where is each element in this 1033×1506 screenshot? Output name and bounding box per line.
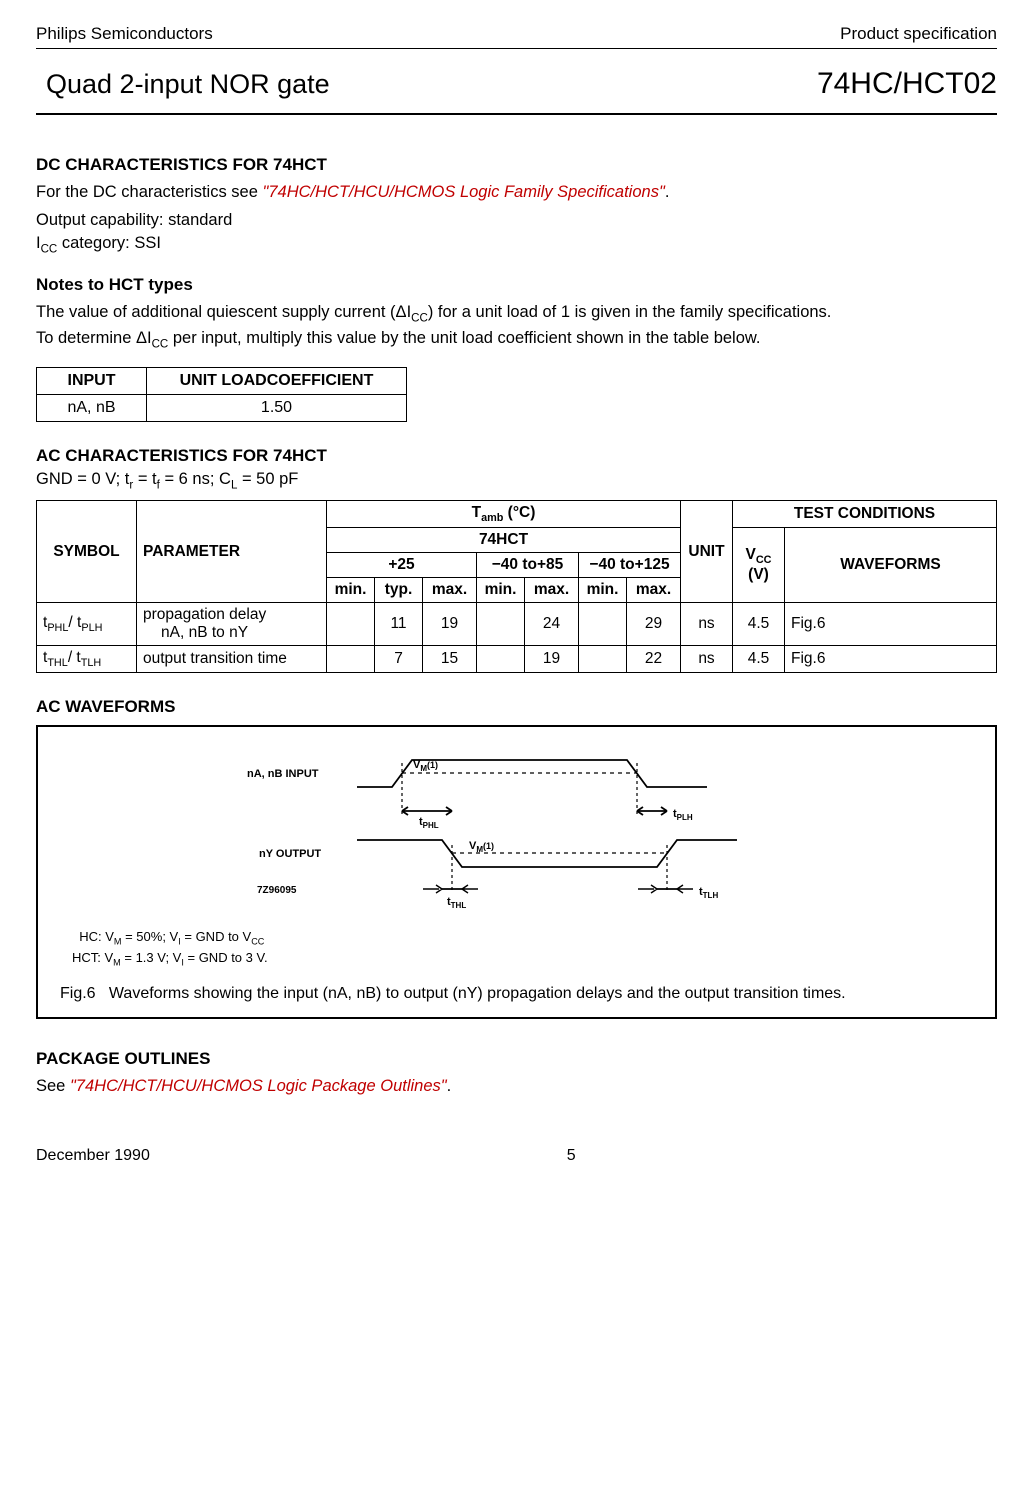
r2-max25: 15 <box>423 646 477 673</box>
r2-symbol: tTHL/ tTLH <box>37 646 137 673</box>
dc-line2: Output capability: standard <box>36 209 997 231</box>
r1-max125: 29 <box>627 603 681 646</box>
page-footer: December 1990 5 <box>36 1147 997 1165</box>
coeff-h2: UNIT LOADCOEFFICIENT <box>147 368 407 395</box>
r1-wave: Fig.6 <box>785 603 997 646</box>
svg-text:VM(1): VM(1) <box>413 759 438 773</box>
col-max2: max. <box>525 578 579 603</box>
col-waveforms: WAVEFORMS <box>785 528 997 603</box>
coeff-c1: nA, nB <box>37 395 147 422</box>
table-row: tPHL/ tPLH propagation delaynA, nB to nY… <box>37 603 997 646</box>
col-family: 74HCT <box>327 528 681 553</box>
notes-heading: Notes to HCT types <box>36 275 997 295</box>
waveforms-heading: AC WAVEFORMS <box>36 697 997 717</box>
r1-max25: 19 <box>423 603 477 646</box>
col-25: +25 <box>327 553 477 578</box>
package-heading: PACKAGE OUTLINES <box>36 1049 997 1069</box>
ac-characteristics-table: SYMBOL PARAMETER Tamb (°C) UNIT TEST CON… <box>36 500 997 673</box>
r2-wave: Fig.6 <box>785 646 997 673</box>
wave-notes: HC: VM = 50%; VI = GND to VCC HCT: VM = … <box>72 928 973 969</box>
r2-typ: 7 <box>375 646 423 673</box>
col-min2: min. <box>477 578 525 603</box>
col-symbol: SYMBOL <box>37 501 137 603</box>
col-vcc: VCC(V) <box>733 528 785 603</box>
svg-text:tPHL: tPHL <box>419 816 439 830</box>
notes-para: The value of additional quiescent supply… <box>36 301 997 353</box>
dc-heading: DC CHARACTERISTICS FOR 74HCT <box>36 155 997 175</box>
svg-text:tTLH: tTLH <box>699 886 718 900</box>
package-outlines-link: "74HC/HCT/HCU/HCMOS Logic Package Outlin… <box>70 1077 447 1095</box>
r2-max125: 22 <box>627 646 681 673</box>
r2-vcc: 4.5 <box>733 646 785 673</box>
part-number: 74HC/HCT02 <box>817 67 997 101</box>
footer-date: December 1990 <box>36 1147 150 1165</box>
ac-conditions: GND = 0 V; tr = tf = 6 ns; CL = 50 pF <box>36 468 997 494</box>
r2-unit: ns <box>681 646 733 673</box>
family-spec-link: "74HC/HCT/HCU/HCMOS Logic Family Specifi… <box>263 183 665 201</box>
wave-code: 7Z96095 <box>257 885 297 896</box>
r2-param: output transition time <box>137 646 327 673</box>
title-bar: Quad 2-input NOR gate 74HC/HCT02 <box>36 57 997 115</box>
col-max1: max. <box>423 578 477 603</box>
fig6-caption: Fig.6 Waveforms showing the input (nA, n… <box>60 985 973 1003</box>
col-min1: min. <box>327 578 375 603</box>
svg-text:VM(1): VM(1) <box>469 840 494 854</box>
package-line: See "74HC/HCT/HCU/HCMOS Logic Package Ou… <box>36 1075 997 1097</box>
svg-text:tTHL: tTHL <box>447 896 466 910</box>
r1-typ: 11 <box>375 603 423 646</box>
wave-input-label: nA, nB INPUT <box>247 768 319 780</box>
r1-symbol: tPHL/ tPLH <box>37 603 137 646</box>
col-tamb: Tamb (°C) <box>327 501 681 528</box>
col-max3: max. <box>627 578 681 603</box>
col-parameter: PARAMETER <box>137 501 327 603</box>
col-test: TEST CONDITIONS <box>733 501 997 528</box>
header-right: Product specification <box>840 24 997 44</box>
page-header: Philips Semiconductors Product specifica… <box>36 24 997 49</box>
dc-line1: For the DC characteristics see "74HC/HCT… <box>36 181 997 203</box>
r1-param: propagation delaynA, nB to nY <box>137 603 327 646</box>
doc-title: Quad 2-input NOR gate <box>46 69 330 100</box>
r1-unit: ns <box>681 603 733 646</box>
wave-output-label: nY OUTPUT <box>259 848 321 860</box>
col-min3: min. <box>579 578 627 603</box>
footer-page: 5 <box>567 1147 576 1165</box>
header-left: Philips Semiconductors <box>36 24 213 44</box>
r2-max85: 19 <box>525 646 579 673</box>
dc-line3: ICC category: SSI <box>36 232 997 258</box>
coeff-h1: INPUT <box>37 368 147 395</box>
col-125: −40 to+125 <box>579 553 681 578</box>
col-85: −40 to+85 <box>477 553 579 578</box>
r1-vcc: 4.5 <box>733 603 785 646</box>
coeff-c2: 1.50 <box>147 395 407 422</box>
svg-text:tPLH: tPLH <box>673 808 693 822</box>
r1-max85: 24 <box>525 603 579 646</box>
col-unit: UNIT <box>681 501 733 603</box>
table-row: tTHL/ tTLH output transition time 7 15 1… <box>37 646 997 673</box>
waveform-diagram: nA, nB INPUT nY OUTPUT VM(1) VM(1) tPHL … <box>237 745 797 915</box>
col-typ: typ. <box>375 578 423 603</box>
waveform-figure-box: nA, nB INPUT nY OUTPUT VM(1) VM(1) tPHL … <box>36 725 997 1019</box>
coefficient-table: INPUT UNIT LOADCOEFFICIENT nA, nB 1.50 <box>36 367 407 422</box>
ac-heading: AC CHARACTERISTICS FOR 74HCT <box>36 446 997 466</box>
